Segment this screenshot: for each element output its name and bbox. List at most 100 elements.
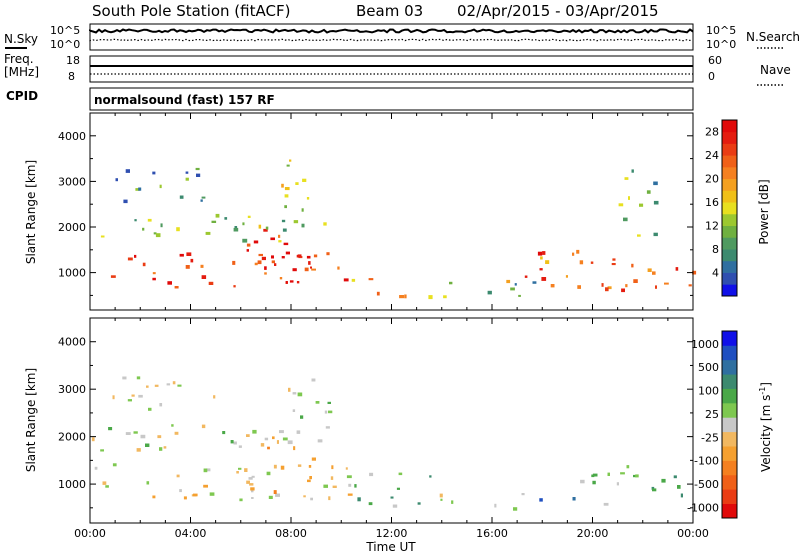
data-cell bbox=[252, 429, 257, 434]
data-cell bbox=[404, 294, 407, 299]
data-cell bbox=[138, 394, 143, 398]
data-cell bbox=[203, 468, 208, 473]
data-cell bbox=[328, 410, 333, 414]
data-cell bbox=[625, 284, 628, 288]
colorbar-segment bbox=[722, 143, 737, 156]
nave-label: Nave bbox=[760, 63, 791, 77]
x-tick-label: 00:00 bbox=[74, 527, 106, 540]
colorbar-tick-label: -500 bbox=[694, 478, 719, 491]
data-cell bbox=[346, 475, 352, 479]
data-cell bbox=[661, 478, 666, 483]
colorbar-tick-label: 4 bbox=[712, 267, 719, 280]
data-cell bbox=[155, 233, 161, 238]
velocity-y-axis-label: Slant Range [km] bbox=[24, 368, 38, 472]
data-cell bbox=[513, 507, 518, 511]
cpid-label: CPID bbox=[6, 89, 38, 103]
colorbar-segment bbox=[722, 284, 737, 297]
data-cell bbox=[253, 240, 259, 244]
power-panel-frame bbox=[89, 112, 694, 311]
data-cell bbox=[140, 434, 146, 439]
data-cell bbox=[655, 285, 657, 289]
data-cell bbox=[532, 281, 537, 284]
data-cell bbox=[254, 262, 258, 266]
data-cell bbox=[323, 222, 327, 226]
data-cell bbox=[278, 240, 282, 243]
data-cell bbox=[278, 234, 281, 238]
data-cell bbox=[157, 435, 162, 439]
data-cell bbox=[624, 177, 629, 180]
data-cell bbox=[233, 227, 239, 232]
data-cell bbox=[677, 485, 681, 489]
x-tick-label: 08:00 bbox=[275, 527, 307, 540]
data-cell bbox=[541, 277, 547, 281]
data-cell bbox=[652, 271, 656, 275]
data-cell bbox=[183, 496, 187, 500]
data-cell bbox=[653, 200, 659, 205]
x-tick-label: 00:00 bbox=[677, 527, 709, 540]
colorbar-segment bbox=[722, 388, 737, 404]
data-cell bbox=[603, 502, 609, 506]
data-cell bbox=[692, 270, 697, 275]
colorbar-segment bbox=[722, 474, 737, 490]
data-cell bbox=[112, 395, 115, 400]
noise-right-tick-high: 10^5 bbox=[706, 24, 736, 37]
data-cell bbox=[326, 252, 330, 256]
data-cell bbox=[203, 484, 208, 488]
data-cell bbox=[265, 226, 269, 230]
data-cell bbox=[146, 481, 150, 485]
freq-tick-high: 18 bbox=[66, 54, 80, 67]
x-tick-label: 16:00 bbox=[476, 527, 508, 540]
data-cell bbox=[190, 258, 194, 263]
data-cell bbox=[179, 489, 182, 493]
data-cell bbox=[572, 497, 576, 501]
data-cell bbox=[310, 266, 312, 269]
data-cell bbox=[152, 277, 156, 281]
colorbar-segment bbox=[722, 489, 737, 505]
freq-label-line1: Freq. bbox=[4, 52, 34, 66]
data-cell bbox=[631, 169, 634, 173]
data-cell bbox=[266, 471, 271, 476]
data-cell bbox=[302, 178, 307, 182]
data-cell bbox=[292, 268, 297, 272]
colorbar-tick-label: 500 bbox=[698, 361, 719, 374]
colorbar-segment bbox=[722, 402, 737, 418]
colorbar-segment bbox=[722, 359, 737, 375]
data-cell bbox=[343, 278, 349, 282]
data-cell bbox=[100, 235, 105, 238]
colorbar-segment bbox=[722, 417, 737, 433]
data-cell bbox=[514, 283, 517, 286]
data-cell bbox=[327, 401, 331, 404]
data-cell bbox=[325, 426, 330, 429]
velocity-panel-frame bbox=[89, 317, 694, 524]
data-cell bbox=[230, 440, 234, 444]
data-cell bbox=[271, 255, 274, 259]
colorbar-segment bbox=[722, 331, 737, 346]
data-cell bbox=[163, 446, 167, 449]
y-tick-label: 4000 bbox=[58, 130, 86, 143]
data-cell bbox=[174, 431, 179, 435]
data-cell bbox=[392, 504, 398, 508]
date-range-title: 02/Apr/2015 - 03/Apr/2015 bbox=[457, 2, 659, 20]
colorbar-tick-label: 20 bbox=[705, 173, 719, 186]
data-cell bbox=[146, 385, 149, 388]
data-cell bbox=[680, 493, 683, 498]
data-cell bbox=[647, 268, 652, 272]
data-cell bbox=[506, 279, 511, 284]
data-cell bbox=[664, 282, 669, 285]
data-cell bbox=[451, 500, 454, 504]
data-cell bbox=[565, 275, 568, 278]
data-cell bbox=[653, 181, 658, 186]
data-cell bbox=[576, 249, 580, 254]
colorbar-segment bbox=[722, 460, 737, 476]
x-axis-label: Time UT bbox=[365, 540, 416, 554]
data-cell bbox=[306, 197, 310, 200]
data-cell bbox=[611, 263, 616, 266]
data-cell bbox=[166, 383, 171, 386]
data-cell bbox=[357, 497, 361, 502]
x-tick-label: 20:00 bbox=[577, 527, 609, 540]
data-cell bbox=[251, 489, 254, 493]
data-cell bbox=[297, 392, 303, 397]
data-cell bbox=[518, 294, 521, 297]
data-cell bbox=[267, 446, 270, 450]
colorbar-segment bbox=[722, 446, 737, 461]
